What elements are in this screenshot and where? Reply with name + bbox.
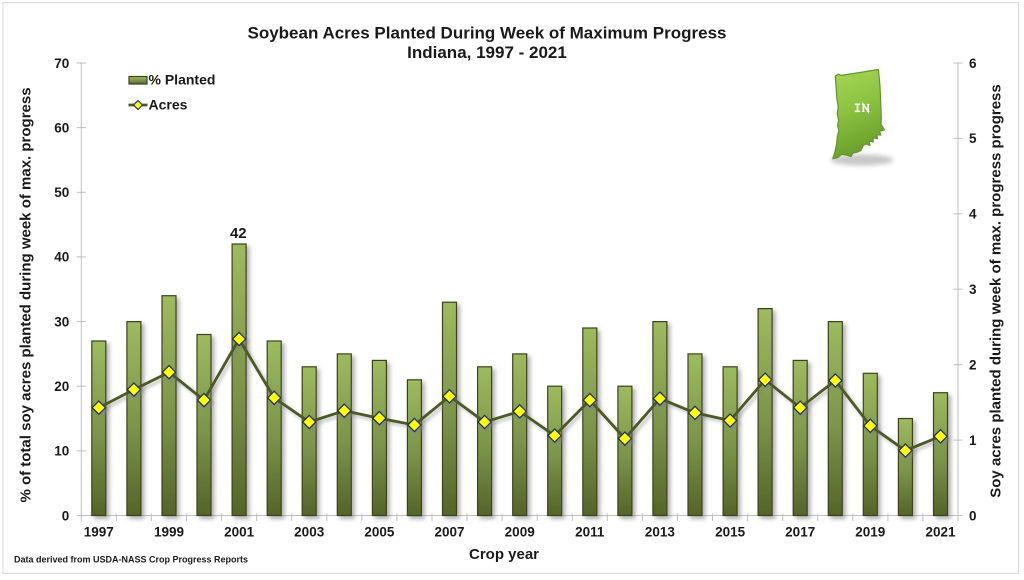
svg-text:30: 30 (54, 314, 69, 329)
svg-text:2011: 2011 (575, 525, 605, 540)
svg-text:Acres: Acres (149, 97, 188, 113)
svg-text:50: 50 (54, 185, 69, 200)
svg-text:% of total soy acres planted d: % of total soy acres planted during week… (18, 87, 35, 502)
svg-text:2003: 2003 (294, 525, 325, 540)
svg-text:2: 2 (969, 358, 977, 373)
svg-text:70: 70 (54, 56, 69, 71)
svg-text:Soybean Acres Planted During W: Soybean Acres Planted During Week of Max… (248, 24, 727, 43)
svg-text:Data derived from USDA-NASS Cr: Data derived from USDA-NASS Crop Progres… (14, 555, 248, 565)
svg-text:10: 10 (54, 444, 69, 459)
svg-text:2017: 2017 (785, 525, 815, 540)
svg-text:2001: 2001 (224, 525, 255, 540)
svg-text:5: 5 (969, 131, 977, 146)
svg-text:2019: 2019 (855, 525, 885, 540)
svg-text:Crop year: Crop year (469, 546, 539, 563)
svg-text:Soy acres planted during week: Soy acres planted during week of max. pr… (988, 84, 1005, 497)
svg-text:0: 0 (969, 508, 977, 523)
svg-text:2013: 2013 (645, 525, 676, 540)
svg-text:2005: 2005 (364, 525, 395, 540)
svg-text:20: 20 (54, 379, 69, 394)
svg-text:1999: 1999 (154, 525, 184, 540)
svg-text:42: 42 (230, 225, 247, 242)
svg-text:% Planted: % Planted (149, 72, 216, 88)
svg-text:2007: 2007 (434, 525, 464, 540)
svg-text:3: 3 (969, 282, 977, 297)
svg-text:0: 0 (62, 508, 70, 523)
svg-text:1: 1 (969, 433, 977, 448)
svg-text:4: 4 (969, 207, 977, 222)
svg-text:Indiana, 1997 - 2021: Indiana, 1997 - 2021 (407, 43, 567, 62)
svg-text:6: 6 (969, 56, 977, 71)
svg-text:2009: 2009 (505, 525, 535, 540)
svg-text:2021: 2021 (925, 525, 956, 540)
svg-text:2015: 2015 (715, 525, 746, 540)
svg-text:1997: 1997 (84, 525, 114, 540)
svg-text:40: 40 (54, 250, 69, 265)
svg-text:60: 60 (54, 120, 69, 135)
